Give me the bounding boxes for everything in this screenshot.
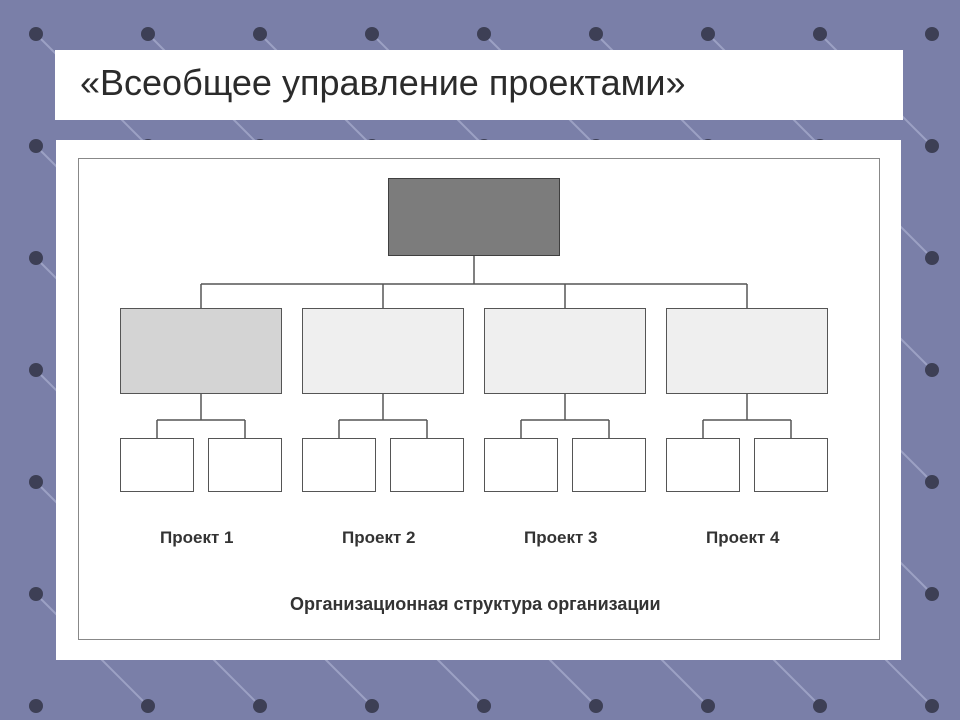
node-c4a [666, 438, 740, 492]
node-root [388, 178, 560, 256]
node-mgr3 [484, 308, 646, 394]
node-c4b [754, 438, 828, 492]
node-mgr4 [666, 308, 828, 394]
node-c3b [572, 438, 646, 492]
node-c1a [120, 438, 194, 492]
slide-title: «Всеобщее управление проектами» [80, 62, 686, 104]
node-c1b [208, 438, 282, 492]
node-c2a [302, 438, 376, 492]
node-mgr2 [302, 308, 464, 394]
slide: «Всеобщее управление проектами» Проект 1… [0, 0, 960, 720]
label-project-2: Проект 2 [342, 528, 415, 548]
label-project-4: Проект 4 [706, 528, 779, 548]
node-c2b [390, 438, 464, 492]
node-c3a [484, 438, 558, 492]
label-project-1: Проект 1 [160, 528, 233, 548]
node-mgr1 [120, 308, 282, 394]
diagram-caption: Организационная структура организации [290, 594, 661, 615]
label-project-3: Проект 3 [524, 528, 597, 548]
